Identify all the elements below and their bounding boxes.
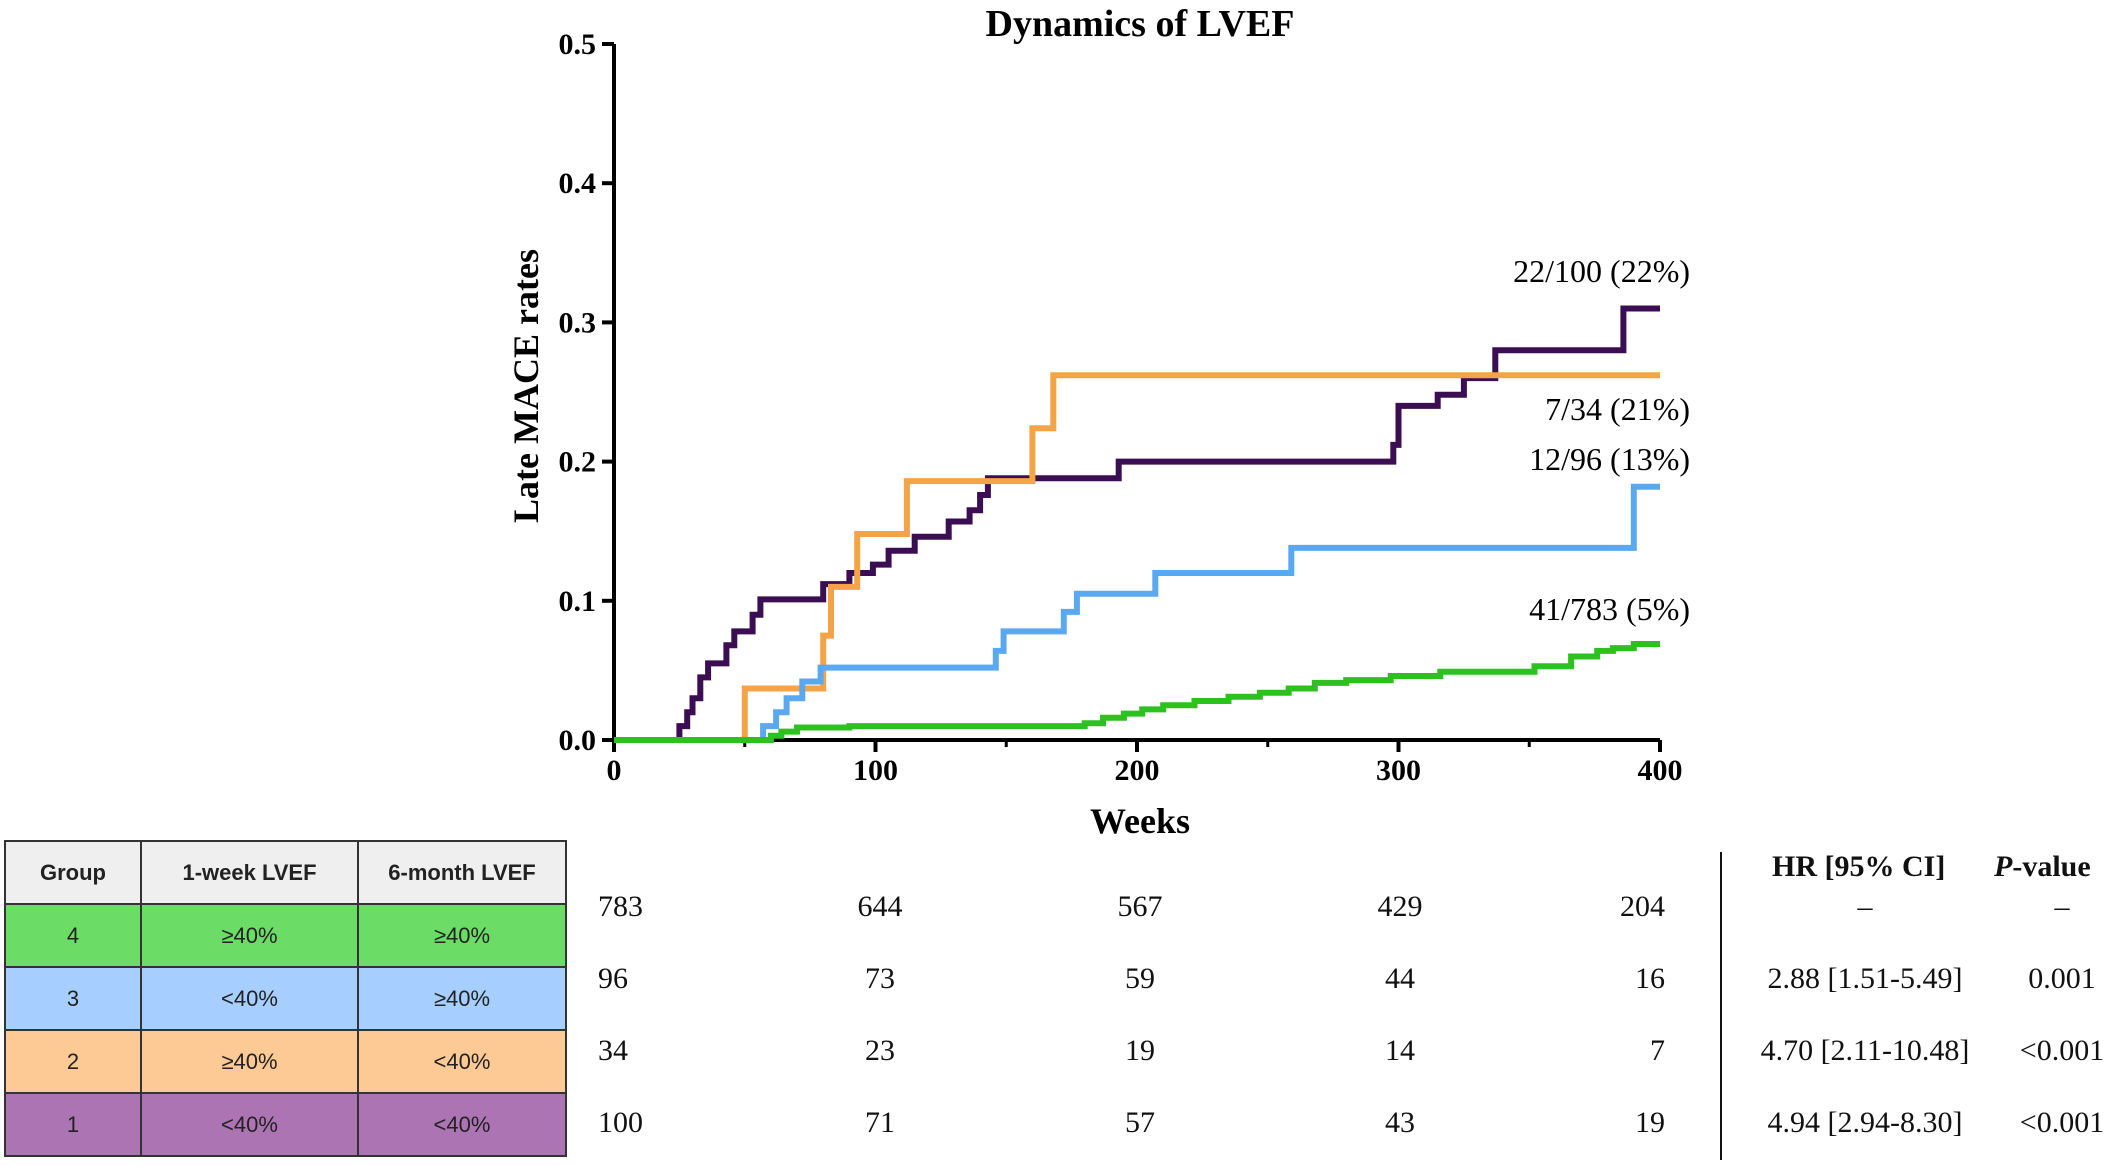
at-risk-count: 7 [1650,1034,1665,1067]
hazard-ratio: 4.94 [2.94-8.30] [1767,1106,1963,1139]
at-risk-count: 783 [598,890,643,923]
x-tick-label: 300 [1376,754,1421,787]
at-risk-count: 429 [1377,890,1423,923]
p-value-header: P-value [1994,850,2091,884]
at-risk-count: 100 [598,1106,643,1139]
at-risk-count: 43 [1385,1106,1415,1139]
group-cell: 4 [4,903,142,968]
y-tick-label: 0.3 [559,306,597,339]
week1-cell: <40% [140,1092,359,1157]
p-value: 0.001 [2028,962,2096,995]
series-line-group-3 [614,483,1660,743]
group-cell: 2 [4,1029,142,1094]
at-risk-count: 204 [1620,890,1665,923]
y-tick-label: 0.0 [559,724,597,757]
group-table: Group 1-week LVEF 6-month LVEF 4 ≥40% ≥4… [4,840,567,1157]
header-6month: 6-month LVEF [357,840,567,905]
group-row-1: 1 <40% <40% [4,1092,567,1157]
at-risk-count: 57 [1125,1106,1155,1139]
month6-cell: ≥40% [357,966,567,1031]
header-1week: 1-week LVEF [140,840,359,905]
hazard-ratio: 2.88 [1.51-5.49] [1767,962,1963,995]
series-line-group-4 [614,641,1660,743]
at-risk-count: 16 [1635,962,1665,995]
hr-header: HR [95% CI] [1772,850,1946,883]
hr-divider [1720,852,1722,1160]
at-risk-count: 644 [857,890,903,923]
y-tick-label: 0.1 [559,585,597,618]
group-cell: 3 [4,966,142,1031]
at-risk-count: 96 [598,962,628,995]
at-risk-count: 19 [1635,1106,1665,1139]
at-risk-count: 23 [865,1034,895,1067]
series-label-group-4: 41/783 (5%) [1529,591,1690,627]
group-cell: 1 [4,1092,142,1157]
y-axis-label: Late MACE rates [506,249,546,523]
x-tick-label: 200 [1115,754,1160,787]
p-value: <0.001 [2019,1034,2105,1067]
at-risk-count: 14 [1385,1034,1415,1067]
at-risk-count: 71 [865,1106,895,1139]
hazard-ratio: 4.70 [2.11-10.48] [1760,1034,1970,1067]
axes: 0 100 200 300 400 0.0 0.1 0.2 0.3 0.4 0.5 [559,28,1683,787]
week1-cell: ≥40% [140,903,359,968]
y-tick-label: 0.5 [559,28,597,61]
x-tick-label: 0 [607,754,622,787]
week1-cell: ≥40% [140,1029,359,1094]
group-table-header: Group 1-week LVEF 6-month LVEF [4,840,567,905]
week1-cell: <40% [140,966,359,1031]
at-risk-count: 59 [1125,962,1155,995]
group-row-4: 4 ≥40% ≥40% [4,903,567,968]
p-header-rest: -value [2012,850,2091,883]
series-line-group-1 [614,305,1660,743]
hazard-ratio: – [1857,890,1873,923]
header-group: Group [4,840,142,905]
y-tick-label: 0.4 [559,167,597,200]
group-row-2: 2 ≥40% <40% [4,1029,567,1094]
at-risk-count: 44 [1385,962,1415,995]
series-line-group-2 [614,372,1660,743]
x-tick-label: 400 [1638,754,1683,787]
series-label-group-2: 7/34 (21%) [1545,391,1690,427]
series-label-group-1: 22/100 (22%) [1513,253,1690,289]
month6-cell: <40% [357,1092,567,1157]
chart-title: Dynamics of LVEF [986,3,1295,45]
at-risk-count: 34 [598,1034,628,1067]
month6-cell: ≥40% [357,903,567,968]
x-tick-label: 100 [853,754,898,787]
group-row-3: 3 <40% ≥40% [4,966,567,1031]
p-value: <0.001 [2019,1106,2105,1139]
at-risk-count: 19 [1125,1034,1155,1067]
km-chart: Dynamics of LVEF Late MACE rates Weeks 0… [506,3,1690,841]
p-header-italic: P [1994,850,2013,883]
x-axis-label: Weeks [1090,801,1190,841]
p-value: – [2054,890,2070,923]
at-risk-count: 73 [865,962,895,995]
series-labels: 22/100 (22%) 7/34 (21%) 12/96 (13%) 41/783 … [1513,253,1690,627]
at-risk-count: 567 [1117,890,1163,923]
series-group [614,305,1660,743]
y-tick-label: 0.2 [559,446,597,479]
month6-cell: <40% [357,1029,567,1094]
series-label-group-3: 12/96 (13%) [1529,441,1690,477]
